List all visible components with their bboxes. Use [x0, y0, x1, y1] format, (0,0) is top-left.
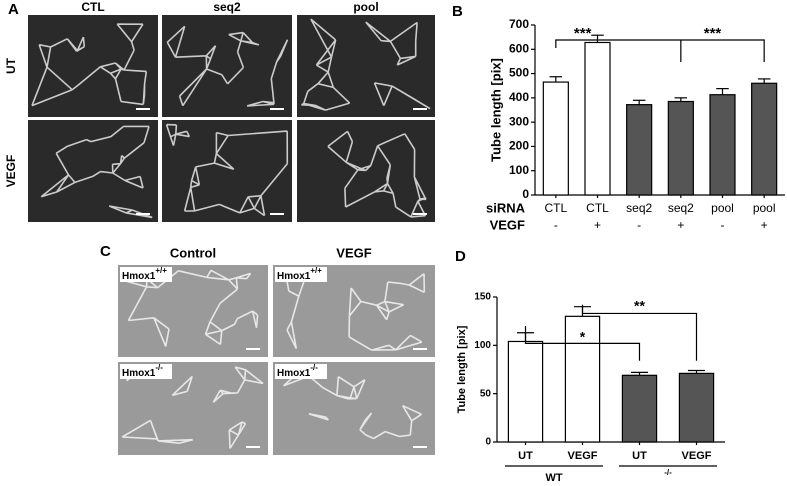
x-tick-label: seq2 [626, 201, 652, 215]
vessel-network [31, 23, 148, 107]
y-tick-label: 100 [509, 163, 529, 177]
x-tick-label: pool [753, 201, 776, 215]
image-label-box [120, 267, 172, 282]
image-label-base: Hmox1 [122, 368, 156, 379]
significance: *** [704, 25, 722, 42]
vessel-network [283, 367, 422, 440]
bar [751, 82, 778, 196]
micrograph [28, 15, 158, 117]
vessel-network [165, 123, 289, 217]
row-label: VEGF [490, 217, 525, 232]
micrograph [297, 15, 435, 117]
column-label: seq2 [213, 0, 241, 14]
x-tick-label: UT [632, 450, 647, 462]
column-label: VEGF [336, 245, 371, 260]
x-tick-label: VEGF [568, 450, 598, 462]
row-label: UT [4, 57, 18, 74]
y-tick-label: 400 [509, 90, 529, 104]
bracket [581, 304, 698, 361]
significance: ** [634, 297, 645, 313]
condition-label: - [721, 218, 725, 232]
image-label-sup: +/+ [155, 266, 167, 275]
bar [564, 315, 601, 443]
vessel-network [121, 366, 264, 449]
panel-letter: A [8, 1, 19, 18]
image-label-base: Hmox1 [277, 368, 311, 379]
bar [584, 41, 611, 196]
vessel-network [121, 269, 259, 347]
y-tick-label: 500 [509, 66, 529, 80]
vessel-network [40, 125, 153, 219]
column-label: pool [353, 0, 378, 14]
y-tick-label: 200 [509, 139, 529, 153]
x-tick-label: CTL [544, 201, 567, 215]
vessel-network [301, 18, 431, 111]
group-label-sup: -/- [664, 468, 672, 477]
row-label: VEGF [4, 155, 18, 188]
y-tick-label: 0 [485, 437, 491, 448]
bar [678, 372, 715, 443]
y-tick-label: 100 [474, 340, 491, 351]
condition-label: + [677, 218, 684, 232]
vessel-network [166, 25, 289, 107]
bar [542, 81, 569, 196]
bar [709, 94, 736, 196]
x-tick-label: UT [518, 450, 533, 462]
micrograph [297, 120, 435, 222]
image-label-box [275, 267, 327, 282]
significance: *** [574, 25, 592, 42]
y-axis-label: Tube length [pix] [456, 325, 468, 413]
image-label: Hmox1-/- [277, 363, 318, 379]
column-label: CTL [81, 0, 104, 14]
y-tick-label: 50 [480, 388, 492, 399]
bar [621, 374, 658, 443]
image-label-box [120, 364, 172, 379]
bracket [524, 326, 641, 361]
image-label-base: Hmox1 [122, 271, 156, 282]
panel-letter: C [100, 243, 111, 260]
condition-label: - [637, 218, 641, 232]
y-tick-label: 700 [509, 17, 529, 31]
row-label: siRNA [486, 200, 526, 215]
panel-letter: D [455, 248, 466, 265]
column-label: Control [170, 245, 216, 260]
y-tick-label: 0 [522, 187, 529, 201]
group-label: WT [545, 472, 562, 484]
x-tick-label: CTL [586, 201, 609, 215]
image-label: Hmox1+/+ [122, 266, 167, 282]
significance: * [580, 328, 586, 344]
group-label: -/- [664, 468, 672, 477]
bar [626, 104, 653, 196]
micrograph [28, 120, 158, 222]
bar [507, 340, 544, 443]
y-tick-label: 300 [509, 114, 529, 128]
condition-label: - [554, 218, 558, 232]
condition-label: + [594, 218, 601, 232]
y-axis-label: Tube length [pix] [488, 58, 503, 162]
x-tick-label: VEGF [682, 450, 712, 462]
image-label: Hmox1-/- [122, 363, 163, 379]
x-tick-label: seq2 [668, 201, 694, 215]
panel-letter: B [452, 3, 463, 20]
image-label-sup: -/- [310, 363, 318, 372]
image-label-base: Hmox1 [277, 271, 311, 282]
bar [667, 100, 694, 196]
image-label-box [275, 364, 327, 379]
image-label-sup: +/+ [310, 266, 322, 275]
condition-label: + [761, 218, 768, 232]
image-label-sup: -/- [155, 363, 163, 372]
y-tick-label: 600 [509, 41, 529, 55]
bracket [555, 39, 765, 62]
vessel-network [327, 130, 427, 218]
x-tick-label: pool [711, 201, 734, 215]
y-tick-label: 150 [474, 292, 491, 303]
image-label: Hmox1+/+ [277, 266, 322, 282]
